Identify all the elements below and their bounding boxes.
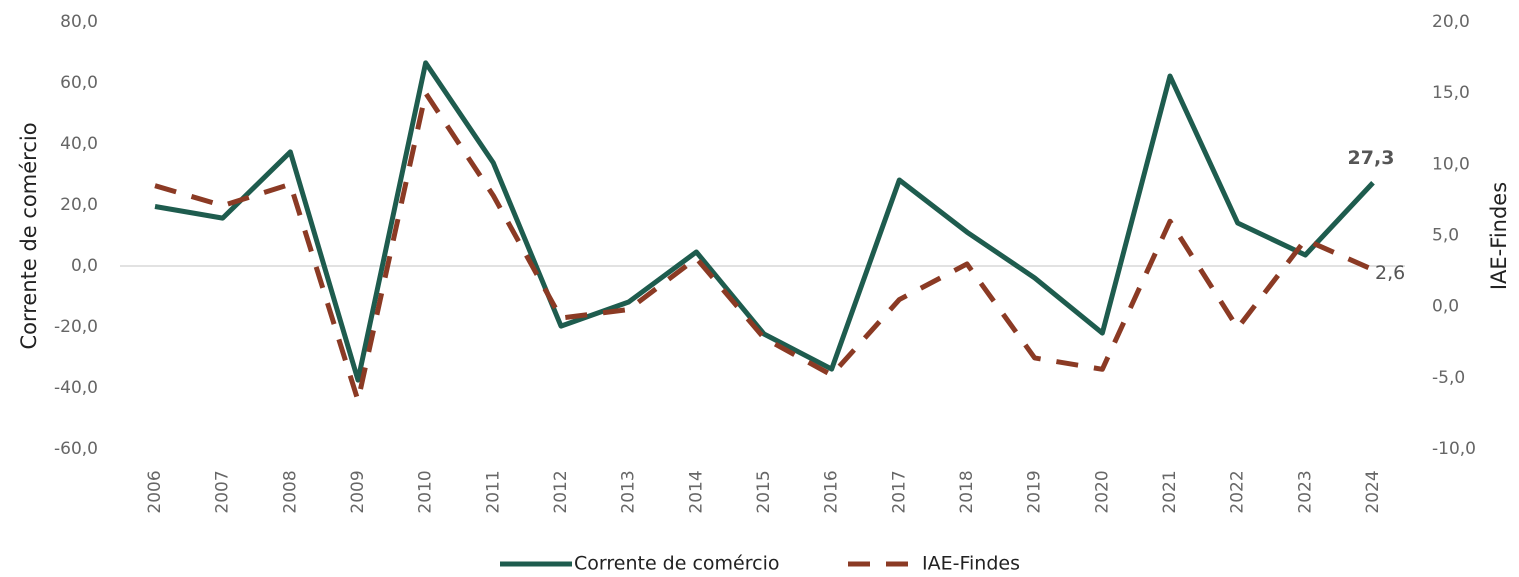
- x-tick-label: 2007: [213, 470, 233, 513]
- y-tick-label: 0,0: [71, 256, 98, 276]
- x-tick-label: 2013: [619, 470, 639, 513]
- y2-tick-label: 0,0: [1432, 297, 1459, 317]
- y-tick-label: -40,0: [54, 378, 98, 398]
- x-tick-label: 2023: [1295, 470, 1315, 513]
- x-tick-label: 2010: [416, 470, 436, 513]
- y-tick-label: 40,0: [60, 134, 98, 154]
- series-line: [154, 90, 1375, 404]
- y2-axis-title: IAE-Findes: [1487, 182, 1511, 290]
- x-tick-label: 2019: [1025, 470, 1045, 513]
- x-tick-label: 2012: [551, 470, 571, 513]
- y2-tick-label: -10,0: [1432, 439, 1476, 459]
- y-axis-title: Corrente de comércio: [17, 122, 41, 349]
- x-tick-label: 2018: [957, 470, 977, 513]
- series-line: [154, 60, 1375, 383]
- x-tick-label: 2011: [483, 470, 503, 513]
- data-label: 27,3: [1348, 147, 1395, 169]
- y2-tick-label: 5,0: [1432, 226, 1459, 246]
- y2-tick-label: 15,0: [1432, 83, 1470, 103]
- x-tick-label: 2016: [822, 470, 842, 513]
- y-tick-label: 20,0: [60, 195, 98, 215]
- y-tick-label: 80,0: [60, 12, 98, 32]
- x-tick-label: 2020: [1092, 470, 1112, 513]
- legend-label: Corrente de comércio: [574, 553, 779, 575]
- x-tick-label: 2015: [754, 470, 774, 513]
- x-tick-label: 2021: [1160, 470, 1180, 513]
- legend-label: IAE-Findes: [922, 553, 1020, 575]
- x-tick-label: 2009: [348, 470, 368, 513]
- x-tick-label: 2022: [1228, 470, 1248, 513]
- x-tick-label: 2024: [1363, 470, 1383, 513]
- x-tick-label: 2017: [889, 470, 909, 513]
- y2-tick-label: -5,0: [1432, 368, 1465, 388]
- y-tick-label: 60,0: [60, 73, 98, 93]
- y2-tick-label: 20,0: [1432, 12, 1470, 32]
- data-label: 2,6: [1375, 262, 1405, 284]
- y-tick-label: -60,0: [54, 439, 98, 459]
- x-tick-label: 2008: [280, 470, 300, 513]
- y-tick-label: -20,0: [54, 317, 98, 337]
- y2-tick-label: 10,0: [1432, 154, 1470, 174]
- x-tick-label: 2006: [145, 470, 165, 513]
- x-tick-label: 2014: [686, 470, 706, 513]
